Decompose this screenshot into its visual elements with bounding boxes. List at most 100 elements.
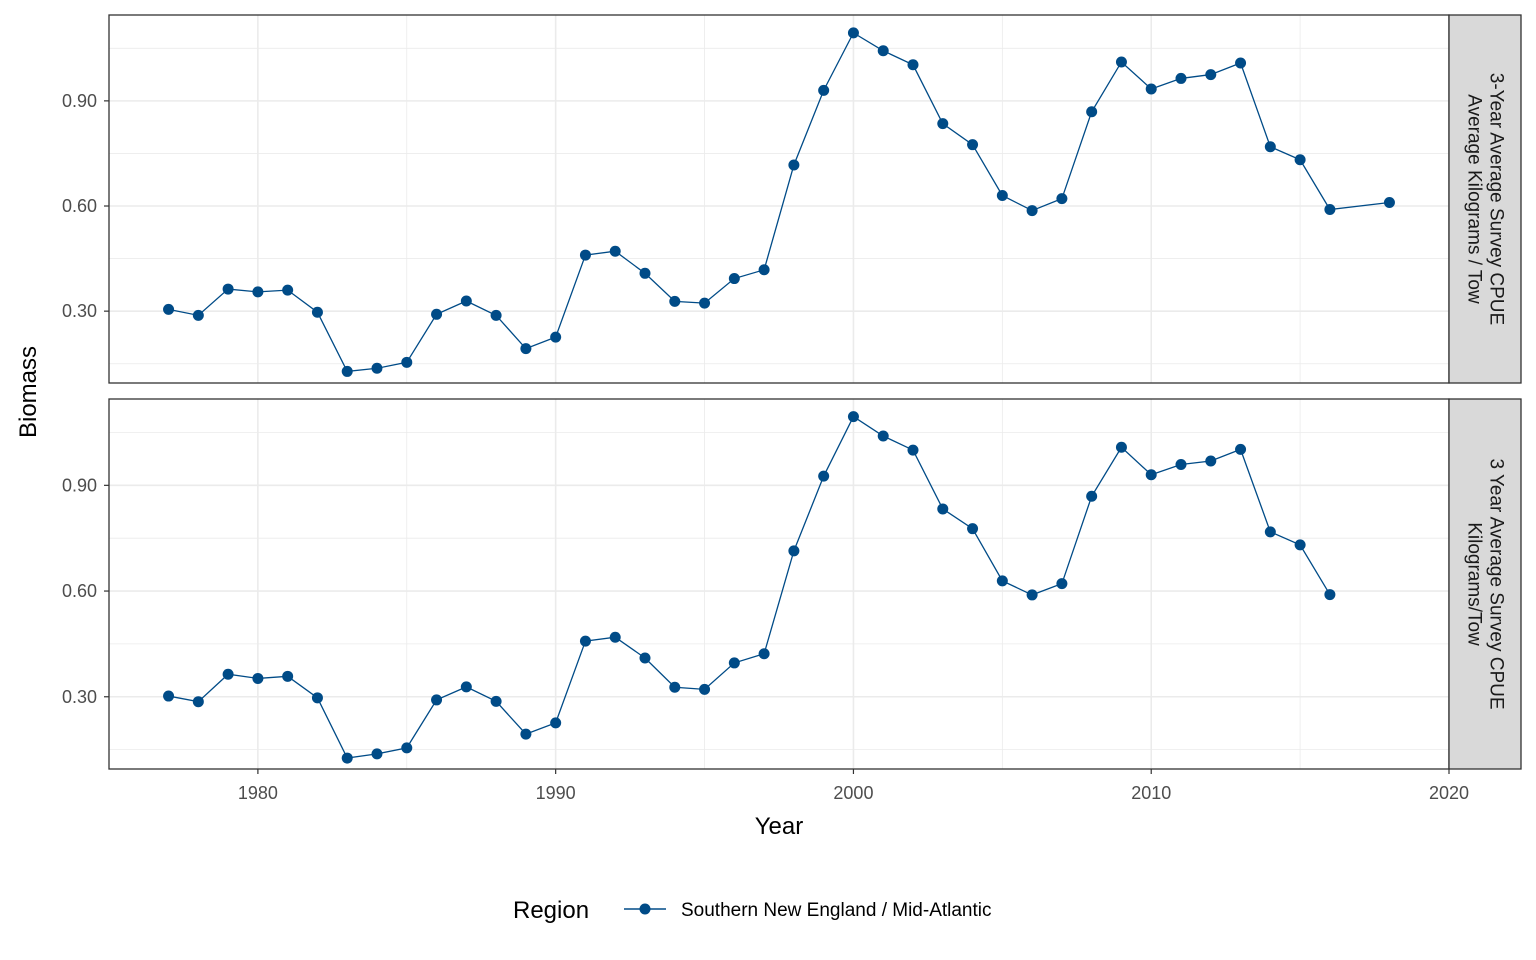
y-tick-label: 0.90 [62, 475, 97, 495]
data-point [996, 189, 1008, 201]
data-point [1115, 56, 1127, 68]
series-line [168, 415, 1331, 759]
data-point [937, 503, 949, 515]
panel-background [109, 399, 1449, 769]
data-point [669, 681, 681, 693]
data-point [728, 657, 740, 669]
data-point [579, 635, 591, 647]
facet-strip [1448, 14, 1522, 384]
data-point [1056, 578, 1068, 590]
data-point [490, 695, 502, 707]
data-point [1294, 154, 1306, 166]
data-point [1026, 589, 1038, 601]
facet-strip-label: 3-Year Average Survey CPUE [1486, 73, 1507, 325]
data-point [1235, 57, 1247, 69]
data-point [282, 284, 294, 296]
data-point [1175, 72, 1187, 84]
data-point [818, 470, 830, 482]
data-point [609, 245, 621, 257]
data-point [1145, 83, 1157, 95]
data-point [699, 683, 711, 695]
data-point [877, 45, 889, 57]
data-point [550, 717, 562, 729]
data-point [1115, 441, 1127, 453]
x-tick-label: 2000 [833, 783, 873, 803]
data-point [311, 306, 323, 318]
data-point [818, 84, 830, 96]
data-point [311, 692, 323, 704]
data-point [967, 523, 979, 535]
data-point [639, 652, 651, 664]
data-point [252, 286, 264, 298]
data-point [252, 672, 264, 684]
data-point [758, 264, 770, 276]
data-point [163, 303, 175, 315]
legend-key-point [639, 903, 651, 915]
data-point [460, 295, 472, 307]
legend-title: Region [513, 897, 589, 924]
data-point [907, 59, 919, 71]
y-tick-label: 0.90 [62, 91, 97, 111]
data-point [341, 752, 353, 764]
data-point [371, 362, 383, 374]
data-point [937, 118, 949, 130]
data-point [1205, 455, 1217, 467]
data-point [1324, 589, 1336, 601]
data-point [579, 249, 591, 261]
legend: Region Southern New England / Mid-Atlanti… [513, 897, 992, 924]
facet-strip-label: Kilograms/Tow [1464, 522, 1485, 646]
data-point [1056, 193, 1068, 205]
data-point [1264, 526, 1276, 538]
data-point [996, 575, 1008, 587]
data-point [1175, 459, 1187, 471]
data-point [1264, 141, 1276, 153]
data-point [1086, 490, 1098, 502]
data-point [1383, 197, 1395, 209]
panel-background [109, 15, 1449, 383]
data-point [699, 297, 711, 309]
data-point [669, 295, 681, 307]
data-point [1026, 205, 1038, 217]
data-point [431, 694, 443, 706]
data-point [609, 631, 621, 643]
data-point [639, 267, 651, 279]
data-point [460, 681, 472, 693]
data-point [401, 356, 413, 368]
data-point [401, 742, 413, 754]
data-point [788, 159, 800, 171]
y-tick-label: 0.30 [62, 301, 97, 321]
y-tick-label: 0.60 [62, 581, 97, 601]
panel-1: 0.30 0.60 0.90 3-Year Average Survey CPUEAv… [62, 14, 1522, 384]
legend-label: Southern New England / Mid-Atlantic [681, 900, 992, 921]
x-axis-title: Year [755, 813, 804, 840]
facet-strip-label: Average Kilograms / Tow [1464, 94, 1485, 304]
data-point [847, 411, 859, 423]
data-point [222, 668, 234, 680]
panel-2: 0.30 0.60 0.90 3 Year Average Survey CPUEKi… [62, 398, 1522, 770]
data-point [728, 273, 740, 285]
data-point [490, 309, 502, 321]
y-tick-label: 0.60 [62, 196, 97, 216]
data-point [550, 331, 562, 343]
data-point [1294, 539, 1306, 551]
data-point [847, 27, 859, 39]
facet-strip [1448, 398, 1522, 770]
x-tick-label: 1990 [536, 783, 576, 803]
data-point [341, 365, 353, 377]
data-point [967, 139, 979, 151]
data-point [192, 309, 204, 321]
data-point [431, 308, 443, 320]
data-point [788, 545, 800, 557]
data-point [1205, 69, 1217, 81]
data-point [222, 283, 234, 295]
data-point [1324, 204, 1336, 216]
data-point [758, 648, 770, 660]
data-point [371, 748, 383, 760]
data-point [1235, 443, 1247, 455]
data-point [1145, 469, 1157, 481]
data-point [520, 728, 532, 740]
x-tick-label: 2020 [1429, 783, 1469, 803]
facet-strip-label: 3 Year Average Survey CPUE [1486, 458, 1507, 709]
data-point [877, 430, 889, 442]
